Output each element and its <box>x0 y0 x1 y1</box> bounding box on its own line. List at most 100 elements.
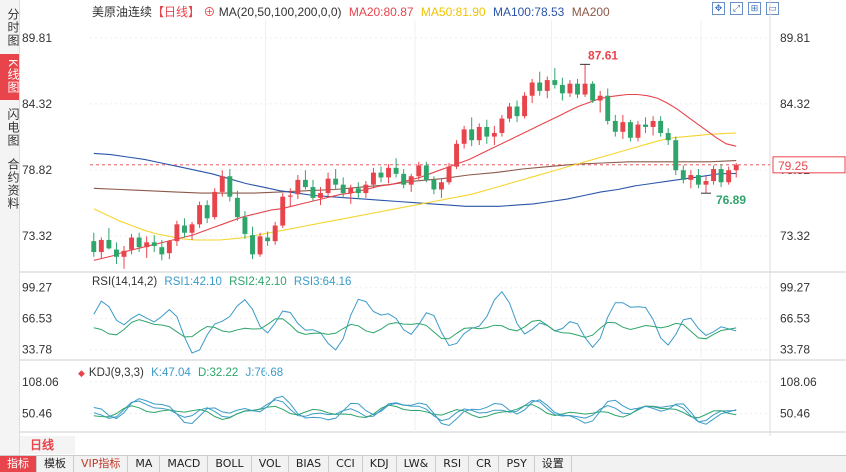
candle-body <box>159 247 165 255</box>
candle-body <box>537 82 543 91</box>
d-value: D:32.22 <box>197 367 239 379</box>
sidebar: 分时图 K线图 闪电图 合约资料 <box>0 0 20 471</box>
candle-body <box>280 196 286 226</box>
maximize-icon[interactable]: ▭ <box>766 2 779 15</box>
candle-body <box>363 184 369 194</box>
chart-canvas[interactable]: 73.3273.3278.8278.8284.3284.3289.8189.81… <box>20 0 846 436</box>
ma50-value: MA50:81.90 <box>420 5 486 19</box>
toolbar-settings[interactable]: 设置 <box>535 456 572 472</box>
candle-body <box>257 236 263 255</box>
candle-body <box>673 140 679 171</box>
tab-contract-info[interactable]: 合约资料 <box>6 158 20 210</box>
candle-body <box>559 84 565 94</box>
candle-body <box>272 225 278 242</box>
candle-body <box>461 129 467 144</box>
ma100-value: MA100:78.53 <box>492 5 565 19</box>
candle-body <box>635 124 641 138</box>
candle-body <box>469 129 475 141</box>
kdj-label: KDJ(9,3,3) <box>88 367 144 379</box>
candle-body <box>612 120 618 132</box>
candle-body <box>174 224 180 242</box>
price-tick-label-left: 78.82 <box>22 163 52 177</box>
kdj-settings-icon[interactable]: ◆ <box>78 368 85 378</box>
candle-body <box>378 172 384 178</box>
candle-body <box>189 224 195 233</box>
toolbar-vol[interactable]: VOL <box>252 456 289 472</box>
candle-body <box>567 83 573 94</box>
candle-body <box>408 176 414 185</box>
candle-body <box>423 165 429 180</box>
toolbar-rsi[interactable]: RSI <box>436 456 470 472</box>
candle-body <box>688 175 694 180</box>
candle-body <box>733 164 739 171</box>
candle-body <box>113 249 119 257</box>
candle-body <box>212 191 218 218</box>
high-price-label: 87.61 <box>588 48 618 62</box>
kdj-tick-label-left: 50.46 <box>22 406 52 420</box>
candle-body <box>431 179 437 190</box>
rsi-tick-label: 66.53 <box>780 312 810 326</box>
toolbar-template[interactable]: 模板 <box>37 456 74 472</box>
price-tick-label-left: 89.81 <box>22 31 52 45</box>
candle-body <box>295 179 301 195</box>
candle-body <box>438 182 444 190</box>
add-icon[interactable]: ⊕ <box>203 5 216 19</box>
restore-icon[interactable]: ⤢ <box>730 2 743 15</box>
rsi-header: RSI(14,14,2) RSI1:42.10 RSI2:42.10 RSI3:… <box>92 276 351 288</box>
current-price-label: 79.25 <box>778 159 808 173</box>
toolbar-macd[interactable]: MACD <box>160 456 209 472</box>
tab-kline-chart[interactable]: K线图 <box>0 54 20 100</box>
candle-body <box>393 167 399 174</box>
period-tag: 【日线】 <box>152 5 201 19</box>
candle-body <box>197 205 203 225</box>
toolbar-vip[interactable]: VIP指标 <box>74 456 129 472</box>
price-tick-label: 84.32 <box>780 97 810 111</box>
candle-body <box>204 205 210 219</box>
candle-body <box>129 237 135 250</box>
candle-body <box>499 118 505 133</box>
period-button[interactable]: 日线 <box>20 436 75 454</box>
toolbar-bias[interactable]: BIAS <box>289 456 330 472</box>
candle-body <box>711 169 717 182</box>
j-value: J:76.68 <box>245 367 284 379</box>
ma200-value: MA200 <box>571 5 610 19</box>
toolbar-boll[interactable]: BOLL <box>208 456 252 472</box>
candle-body <box>348 188 354 194</box>
candle-body <box>597 95 603 101</box>
candle-body <box>703 181 709 185</box>
candle-body <box>627 122 633 138</box>
price-tick-label: 89.81 <box>780 31 810 45</box>
toolbar-cr[interactable]: CR <box>469 456 500 472</box>
ma200-line <box>93 160 737 194</box>
candle-body <box>121 250 127 257</box>
zoom-icon[interactable]: ⊞ <box>748 2 761 15</box>
toolbar-psy[interactable]: PSY <box>499 456 535 472</box>
candle-body <box>582 83 588 95</box>
candle-body <box>507 106 512 119</box>
rsi-tick-label-left: 66.53 <box>22 312 52 326</box>
candle-body <box>106 239 112 249</box>
ma20-line <box>93 93 737 261</box>
candle-body <box>234 197 240 218</box>
candle-body <box>355 188 361 194</box>
tab-time-chart[interactable]: 分时图 <box>6 7 20 47</box>
toolbar-indicators[interactable]: 指标 <box>0 456 37 472</box>
pin-icon[interactable]: ✥ <box>712 2 725 15</box>
kdj-tick-label: 50.46 <box>780 406 810 420</box>
candle-body <box>401 173 407 185</box>
candle-body <box>544 80 550 91</box>
candle-body <box>136 237 142 248</box>
ma20-value: MA20:80.87 <box>348 5 414 19</box>
rsi-tick-label-left: 33.78 <box>22 343 52 357</box>
kdj-header: ◆ KDJ(9,3,3) K:47.04 D:32.22 J:76.68 <box>78 367 284 379</box>
rsi2-value: RSI2:42.10 <box>229 276 287 288</box>
candle-body <box>643 124 648 127</box>
rsi3-value: RSI3:64.16 <box>293 276 352 288</box>
candle-body <box>151 242 157 246</box>
tab-flash-chart[interactable]: 闪电图 <box>6 107 20 147</box>
toolbar-lw[interactable]: LW& <box>397 456 437 472</box>
toolbar-ma[interactable]: MA <box>128 456 161 472</box>
toolbar-kdj[interactable]: KDJ <box>363 456 397 472</box>
candle-body <box>340 184 346 194</box>
toolbar-cci[interactable]: CCI <box>329 456 363 472</box>
